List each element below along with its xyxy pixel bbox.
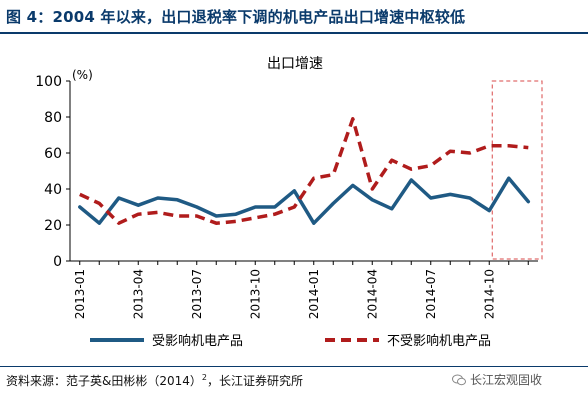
y-axis: 0 20 40 60 80 100: [35, 74, 71, 270]
source-prefix: 资料来源：范子英&田彬彬（2014）: [6, 374, 202, 388]
figure-title: 图 4：2004 年以来，出口退税率下调的机电产品出口增速中枢较低: [6, 8, 466, 26]
y-tick-label: 60: [44, 146, 62, 162]
series-line-unaffected: [79, 117, 529, 225]
wechat-icon: [452, 374, 466, 386]
x-tick-label: 2014-01: [307, 269, 321, 319]
chart-title: 出口增速: [267, 56, 323, 72]
y-tick-label: 80: [44, 110, 62, 126]
legend-label: 受影响机电产品: [152, 333, 243, 349]
x-tick-label: 2013-10: [248, 269, 262, 319]
source-superscript: 2: [201, 373, 207, 382]
legend: 受影响机电产品 不受影响机电产品: [90, 333, 491, 349]
x-tick-label: 2014-10: [482, 269, 496, 319]
y-tick-label: 0: [53, 254, 62, 270]
highlight-rect: [491, 80, 543, 260]
x-tick-label: 2014-04: [365, 269, 379, 319]
y-unit-label: (%): [72, 68, 93, 82]
source-rule: [0, 366, 588, 367]
source-suffix: ，长江证券研究所: [207, 374, 304, 388]
x-tick-label: 2013-01: [73, 269, 87, 319]
x-tick-label: 2013-07: [190, 269, 204, 319]
y-tick-label: 40: [44, 182, 62, 198]
series-lines: [78, 117, 531, 225]
y-tick-label: 20: [44, 218, 62, 234]
series-line-affected: [78, 176, 531, 225]
x-axis: 2013-01 2013-04 2013-07 2013-10 2014-01 2014-…: [70, 260, 538, 319]
watermark-text: 长江宏观固收: [470, 373, 543, 387]
title-rule: [0, 32, 588, 34]
watermark: 长江宏观固收: [452, 371, 542, 388]
x-tick-label: 2014-07: [424, 269, 438, 319]
y-tick-label: 100: [35, 74, 62, 90]
legend-label: 不受影响机电产品: [387, 333, 491, 349]
highlight-box: [491, 80, 543, 260]
source-note: 资料来源：范子英&田彬彬（2014）2，长江证券研究所: [6, 372, 303, 389]
x-tick-label: 2013-04: [131, 269, 145, 319]
